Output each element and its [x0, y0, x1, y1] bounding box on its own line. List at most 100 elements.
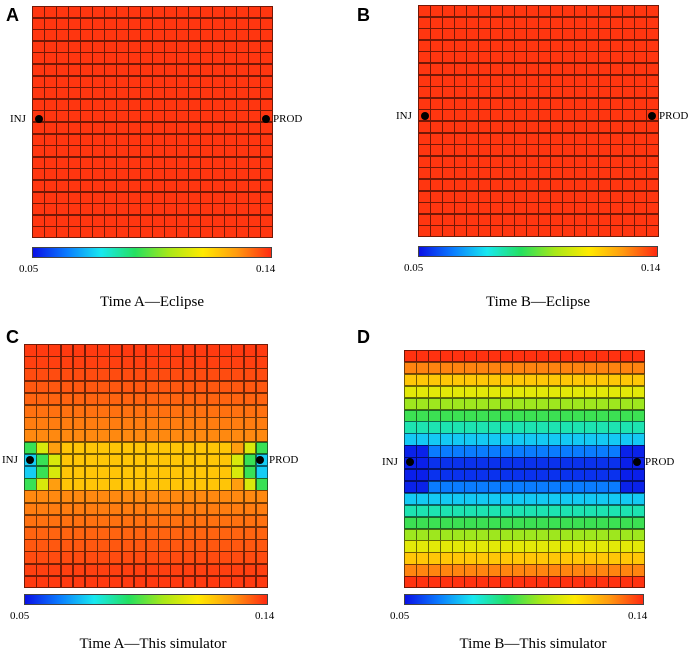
- grid-cell: [231, 478, 245, 491]
- grid-cell: [80, 226, 93, 239]
- grid-cell: [572, 564, 585, 577]
- grid-cell: [44, 191, 57, 204]
- grid-cell: [610, 63, 623, 76]
- grid-cell: [608, 350, 621, 363]
- grid-cell: [182, 417, 196, 430]
- grid-cell: [260, 98, 273, 111]
- grid-cell: [236, 168, 249, 181]
- grid-cell: [182, 453, 196, 467]
- grid-cell: [526, 213, 539, 226]
- grid-cell: [260, 168, 273, 181]
- grid-cell: [133, 478, 147, 491]
- panel-caption: Time A—This simulator: [79, 636, 227, 652]
- grid-cell: [610, 225, 623, 238]
- grid-cell: [622, 155, 635, 168]
- grid-cell: [430, 190, 443, 203]
- grid-cell: [200, 145, 213, 158]
- grid-cell: [44, 40, 57, 53]
- grid-cell: [442, 39, 455, 52]
- grid-cell: [152, 52, 165, 65]
- grid-cell: [255, 527, 269, 540]
- grid-cell: [512, 528, 525, 541]
- grid-cell: [176, 6, 189, 19]
- grid-cell: [133, 405, 147, 418]
- grid-cell: [560, 564, 573, 577]
- grid-cell: [164, 122, 177, 135]
- grid-cell: [182, 575, 196, 589]
- grid-cell: [44, 122, 57, 135]
- grid-cell: [572, 373, 585, 387]
- grid-cell: [548, 480, 561, 494]
- grid-cell: [490, 190, 503, 203]
- grid-cell: [140, 40, 153, 53]
- grid-cell: [536, 469, 549, 482]
- grid-cell: [526, 39, 539, 52]
- grid-cell: [430, 121, 443, 134]
- injector-well-marker: [406, 458, 414, 466]
- grid-cell: [236, 226, 249, 239]
- grid-cell: [80, 87, 93, 100]
- grid-cell: [538, 121, 551, 134]
- grid-cell: [260, 87, 273, 100]
- grid-cell: [574, 144, 587, 157]
- grid-cell: [464, 350, 477, 363]
- grid-cell: [56, 122, 69, 135]
- grid-cell: [476, 361, 489, 375]
- grid-cell: [466, 190, 479, 203]
- grid-cell: [550, 74, 563, 87]
- grid-cell: [128, 133, 141, 146]
- grid-cell: [500, 457, 513, 470]
- grid-cell: [584, 433, 597, 446]
- grid-cell: [170, 417, 184, 430]
- grid-cell: [219, 368, 232, 382]
- grid-cell: [442, 132, 455, 145]
- grid-cell: [622, 28, 635, 41]
- grid-cell: [440, 397, 453, 410]
- grid-cell: [236, 29, 249, 42]
- grid-cell: [418, 5, 431, 18]
- grid-cell: [608, 528, 621, 541]
- grid-cell: [44, 29, 57, 42]
- grid-cell: [164, 64, 177, 77]
- grid-cell: [454, 97, 467, 110]
- grid-cell: [488, 421, 501, 434]
- grid-cell: [128, 17, 141, 30]
- grid-cell: [608, 552, 621, 565]
- grid-cell: [133, 368, 147, 382]
- grid-cell: [452, 540, 465, 553]
- grid-cell: [416, 409, 429, 422]
- grid-cell: [128, 191, 141, 204]
- grid-cell: [524, 564, 537, 577]
- grid-cell: [48, 392, 62, 406]
- grid-cell: [404, 480, 417, 494]
- grid-cell: [454, 144, 467, 157]
- grid-cell: [512, 552, 525, 565]
- grid-cell: [236, 98, 249, 111]
- grid-cell: [500, 504, 513, 518]
- grid-cell: [574, 179, 587, 192]
- grid-cell: [478, 109, 491, 122]
- grid-cell: [428, 397, 441, 410]
- grid-cell: [152, 145, 165, 158]
- grid-cell: [526, 132, 539, 145]
- grid-cell: [610, 190, 623, 203]
- grid-cell: [60, 453, 74, 467]
- grid-cell: [60, 490, 74, 504]
- producer-well-marker: [648, 112, 656, 120]
- grid-cell: [622, 63, 635, 76]
- grid-cell: [464, 373, 477, 387]
- grid-cell: [466, 213, 479, 226]
- grid-cell: [44, 6, 57, 19]
- grid-cell: [176, 226, 189, 239]
- grid-cell: [586, 5, 599, 18]
- grid-cell: [620, 528, 633, 541]
- grid-cell: [56, 214, 69, 227]
- grid-cell: [188, 64, 201, 77]
- grid-cell: [526, 202, 539, 215]
- grid-cell: [548, 504, 561, 518]
- grid-cell: [200, 226, 213, 239]
- grid-cell: [454, 155, 467, 168]
- grid-cell: [182, 405, 196, 418]
- grid-cell: [620, 540, 633, 553]
- grid-cell: [128, 168, 141, 181]
